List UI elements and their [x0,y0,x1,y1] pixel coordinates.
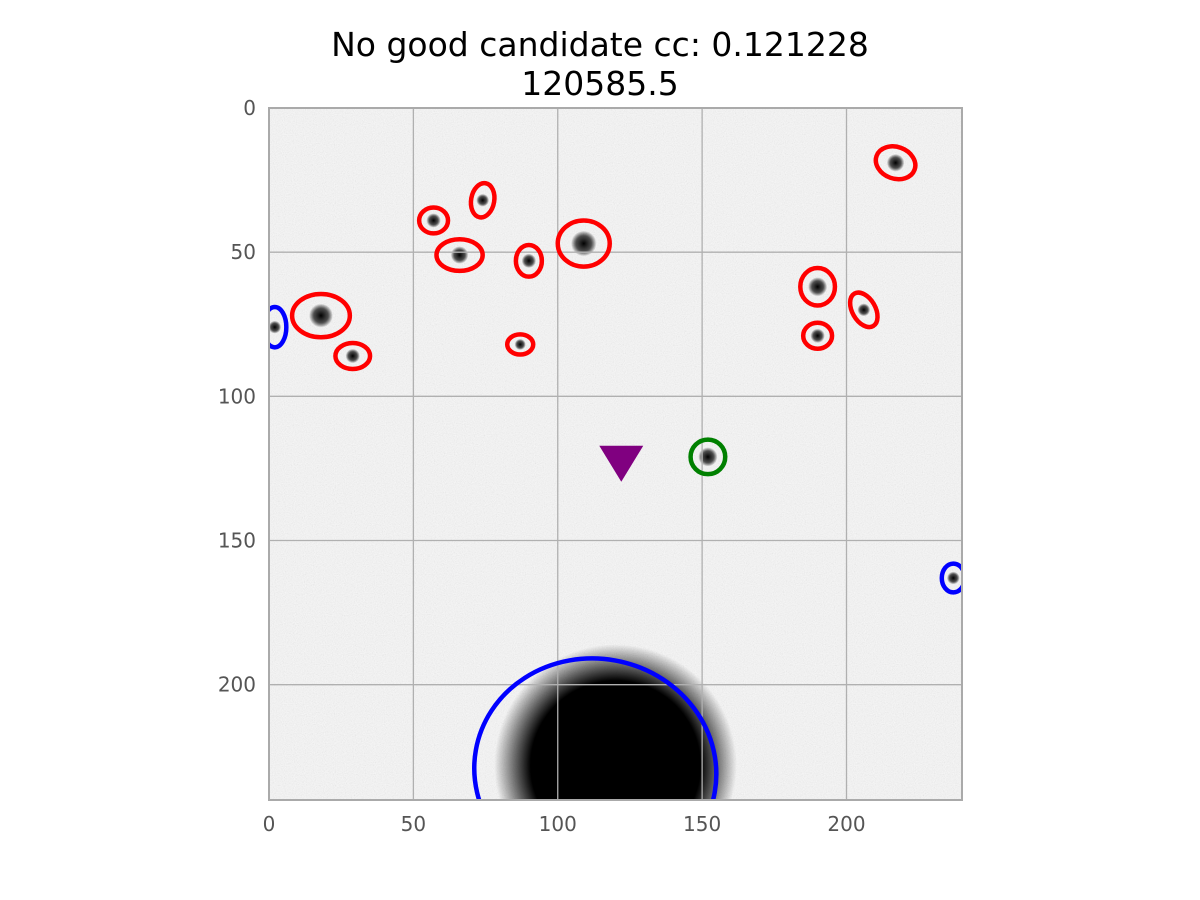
star-source [309,303,333,328]
star-source [476,193,490,207]
red-ellipse [555,218,612,269]
green-ellipse [688,437,728,477]
x-tick-label: 100 [539,812,577,836]
blue-ellipse [269,304,289,350]
y-tick-label: 0 [243,96,256,120]
bright-source [494,644,737,800]
star-source [514,338,526,350]
star-source [810,328,825,343]
star-source [886,154,905,172]
red-ellipse [513,242,545,279]
star-source [345,348,360,364]
red-ellipse [416,205,451,236]
red-ellipse [434,236,485,274]
star-source [426,213,441,228]
star-source [808,277,828,297]
red-ellipse [798,265,838,308]
red-ellipse [289,291,353,340]
blue-ellipse [472,656,719,800]
star-source [450,246,469,264]
red-ellipse [504,332,536,357]
blue-ellipse [939,561,962,595]
red-ellipse [847,290,880,330]
y-tick-label: 50 [231,240,256,264]
y-tick-label: 150 [218,529,256,553]
y-tick-label: 100 [218,384,256,408]
star-source [946,571,960,585]
x-tick-label: 200 [827,812,865,836]
red-ellipse [333,340,373,372]
chart-title-line-1: No good candidate cc: 0.121228 [331,25,869,64]
target-marker [599,445,644,482]
x-tick-label: 150 [683,812,721,836]
red-ellipse [800,320,835,352]
red-ellipse [468,180,497,220]
star-source [571,230,597,257]
star-source [698,447,718,467]
plot-frame [268,107,963,801]
y-tick-label: 200 [218,673,256,697]
x-tick-label: 0 [263,812,276,836]
star-source [521,253,537,268]
chart-title-line-2: 120585.5 [521,64,679,103]
x-tick-label: 50 [401,812,426,836]
star-source [269,320,282,334]
red-ellipse [873,144,918,182]
star-source [857,303,871,317]
